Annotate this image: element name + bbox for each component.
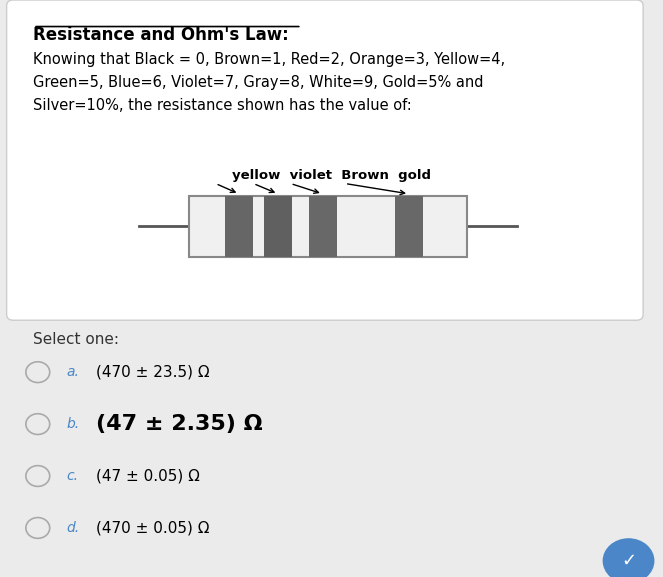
Bar bbox=[189, 196, 467, 257]
Text: a.: a. bbox=[66, 365, 79, 379]
Text: (470 ± 23.5) Ω: (470 ± 23.5) Ω bbox=[96, 365, 210, 380]
Text: (47 ± 2.35) Ω: (47 ± 2.35) Ω bbox=[96, 414, 263, 434]
Text: ✓: ✓ bbox=[621, 552, 636, 570]
FancyBboxPatch shape bbox=[7, 0, 643, 320]
Text: Select one:: Select one: bbox=[33, 332, 119, 347]
Text: Resistance and Ohm's Law:: Resistance and Ohm's Law: bbox=[33, 26, 289, 44]
Circle shape bbox=[603, 539, 654, 577]
Text: (470 ± 0.05) Ω: (470 ± 0.05) Ω bbox=[96, 520, 210, 535]
Bar bbox=[264, 196, 292, 257]
Text: d.: d. bbox=[66, 521, 80, 535]
Text: b.: b. bbox=[66, 417, 80, 431]
Bar bbox=[225, 196, 253, 257]
Text: c.: c. bbox=[66, 469, 78, 483]
Text: Knowing that Black = 0, Brown=1, Red=2, Orange=3, Yellow=4,
Green=5, Blue=6, Vio: Knowing that Black = 0, Brown=1, Red=2, … bbox=[33, 52, 505, 113]
Bar bbox=[309, 196, 337, 257]
Text: (47 ± 0.05) Ω: (47 ± 0.05) Ω bbox=[96, 469, 200, 484]
Bar bbox=[395, 196, 423, 257]
Text: yellow  violet  Brown  gold: yellow violet Brown gold bbox=[232, 168, 431, 182]
